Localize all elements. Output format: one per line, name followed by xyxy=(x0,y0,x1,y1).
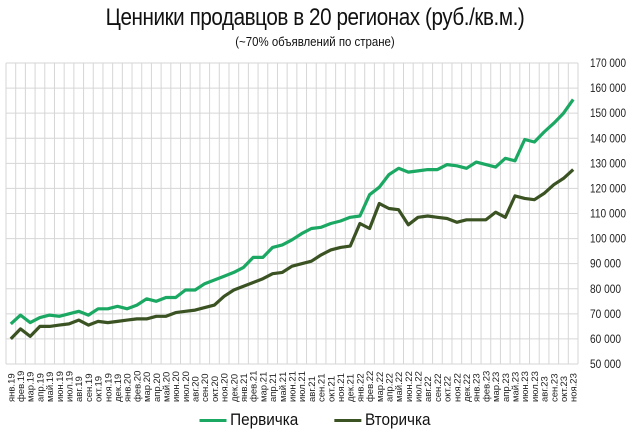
x-tick-label: июл.19 xyxy=(65,371,76,402)
x-tick-label: окт.23 xyxy=(559,376,570,402)
x-tick-label: сен.22 xyxy=(433,374,444,403)
x-tick-label: ноя.20 xyxy=(220,373,231,402)
x-tick-label: июн.20 xyxy=(171,371,182,402)
y-tick-label: 90 000 xyxy=(590,257,621,271)
y-axis-labels: 50 000 60 000 70 000 80 000 90 000 100 000 110… xyxy=(590,56,626,371)
x-tick-label: сен.20 xyxy=(200,374,211,403)
y-tick-label: 60 000 xyxy=(590,332,621,346)
x-tick-label: фев.23 xyxy=(481,371,492,402)
x-tick-label: авг.20 xyxy=(191,376,202,402)
legend: Первичка Вторичка xyxy=(0,410,630,430)
x-tick-label: апр.22 xyxy=(384,373,395,402)
x-tick-label: мар.22 xyxy=(375,372,386,402)
x-tick-label: июл.23 xyxy=(530,371,541,402)
x-tick-label: фев.21 xyxy=(249,371,260,402)
series-line xyxy=(9,168,575,341)
x-tick-label: июн.21 xyxy=(288,371,299,402)
x-tick-label: июл.21 xyxy=(297,371,308,402)
legend-swatch-secondary xyxy=(334,418,362,422)
x-tick-label: май.21 xyxy=(278,372,289,402)
x-tick-label: авг.21 xyxy=(307,376,318,402)
x-tick-label: дек.20 xyxy=(229,374,240,402)
x-tick-label: апр.20 xyxy=(152,373,163,402)
x-tick-label: фев.19 xyxy=(16,371,27,402)
x-tick-label: мар.21 xyxy=(258,372,269,402)
y-tick-label: 70 000 xyxy=(590,307,621,321)
legend-label-secondary: Вторичка xyxy=(365,410,431,429)
y-tick-label: 160 000 xyxy=(590,81,626,95)
x-tick-label: сен.19 xyxy=(84,374,95,403)
x-tick-label: июн.22 xyxy=(404,371,415,402)
y-tick-label: 110 000 xyxy=(590,207,626,221)
x-tick-label: дек.19 xyxy=(113,374,124,402)
x-tick-label: окт.22 xyxy=(443,376,454,402)
x-tick-label: окт.20 xyxy=(210,376,221,402)
x-tick-label: авг.22 xyxy=(423,376,434,402)
series-line xyxy=(9,98,575,326)
legend-item-secondary: Вторичка xyxy=(334,410,431,430)
x-tick-label: июл.22 xyxy=(414,371,425,402)
x-tick-label: июн.23 xyxy=(520,371,531,402)
x-tick-label: авг.23 xyxy=(540,376,551,402)
x-tick-label: ноя.19 xyxy=(103,373,114,402)
x-tick-label: май.20 xyxy=(161,372,172,402)
x-tick-label: апр.21 xyxy=(268,373,279,402)
chart-subtitle: (~70% объявлений по стране) xyxy=(235,34,395,49)
y-tick-label: 50 000 xyxy=(590,357,621,371)
y-tick-label: 80 000 xyxy=(590,282,621,296)
y-tick-label: 100 000 xyxy=(590,232,626,246)
x-tick-label: янв.20 xyxy=(123,373,134,402)
x-tick-label: ноя.21 xyxy=(336,373,347,402)
x-tick-label: фев.20 xyxy=(132,371,143,402)
y-tick-label: 140 000 xyxy=(590,131,626,145)
legend-swatch-primary xyxy=(199,418,227,422)
x-tick-label: май.19 xyxy=(45,372,56,402)
x-tick-label: ноя.22 xyxy=(452,373,463,402)
x-tick-label: авг.19 xyxy=(74,376,85,402)
x-tick-label: июл.20 xyxy=(181,371,192,402)
x-tick-label: дек.22 xyxy=(462,374,473,402)
x-tick-label: июн.19 xyxy=(55,371,66,402)
y-tick-label: 120 000 xyxy=(590,181,626,195)
x-tick-label: окт.21 xyxy=(326,376,337,402)
x-tick-label: фев.22 xyxy=(365,371,376,402)
y-tick-label: 150 000 xyxy=(590,106,626,120)
x-tick-label: апр.23 xyxy=(501,373,512,402)
x-tick-label: дек.21 xyxy=(346,374,357,402)
x-tick-label: ноя.23 xyxy=(569,373,580,402)
x-tick-label: апр.19 xyxy=(35,373,46,402)
x-tick-label: янв.22 xyxy=(355,373,366,402)
x-tick-label: мар.20 xyxy=(142,372,153,402)
x-axis-labels: янв.19фев.19мар.19апр.19май.19июн.19июл.… xyxy=(6,371,579,402)
x-tick-label: янв.23 xyxy=(472,373,483,402)
chart-title: Ценники продавцов в 20 регионах (руб./кв… xyxy=(105,4,525,31)
x-tick-label: янв.21 xyxy=(239,373,250,402)
x-tick-label: май.23 xyxy=(510,372,521,402)
series-lines xyxy=(9,98,575,341)
x-tick-label: окт.19 xyxy=(94,376,105,402)
x-tick-label: сен.21 xyxy=(317,374,328,403)
legend-item-primary: Первичка xyxy=(199,410,298,430)
x-tick-label: мар.19 xyxy=(26,372,37,402)
x-tick-label: сен.23 xyxy=(549,374,560,403)
y-tick-label: 130 000 xyxy=(590,156,626,170)
x-tick-label: янв.19 xyxy=(6,373,17,402)
x-tick-label: май.22 xyxy=(394,372,405,402)
y-tick-label: 170 000 xyxy=(590,56,626,70)
legend-label-primary: Первичка xyxy=(229,410,298,429)
x-tick-label: мар.23 xyxy=(491,372,502,402)
